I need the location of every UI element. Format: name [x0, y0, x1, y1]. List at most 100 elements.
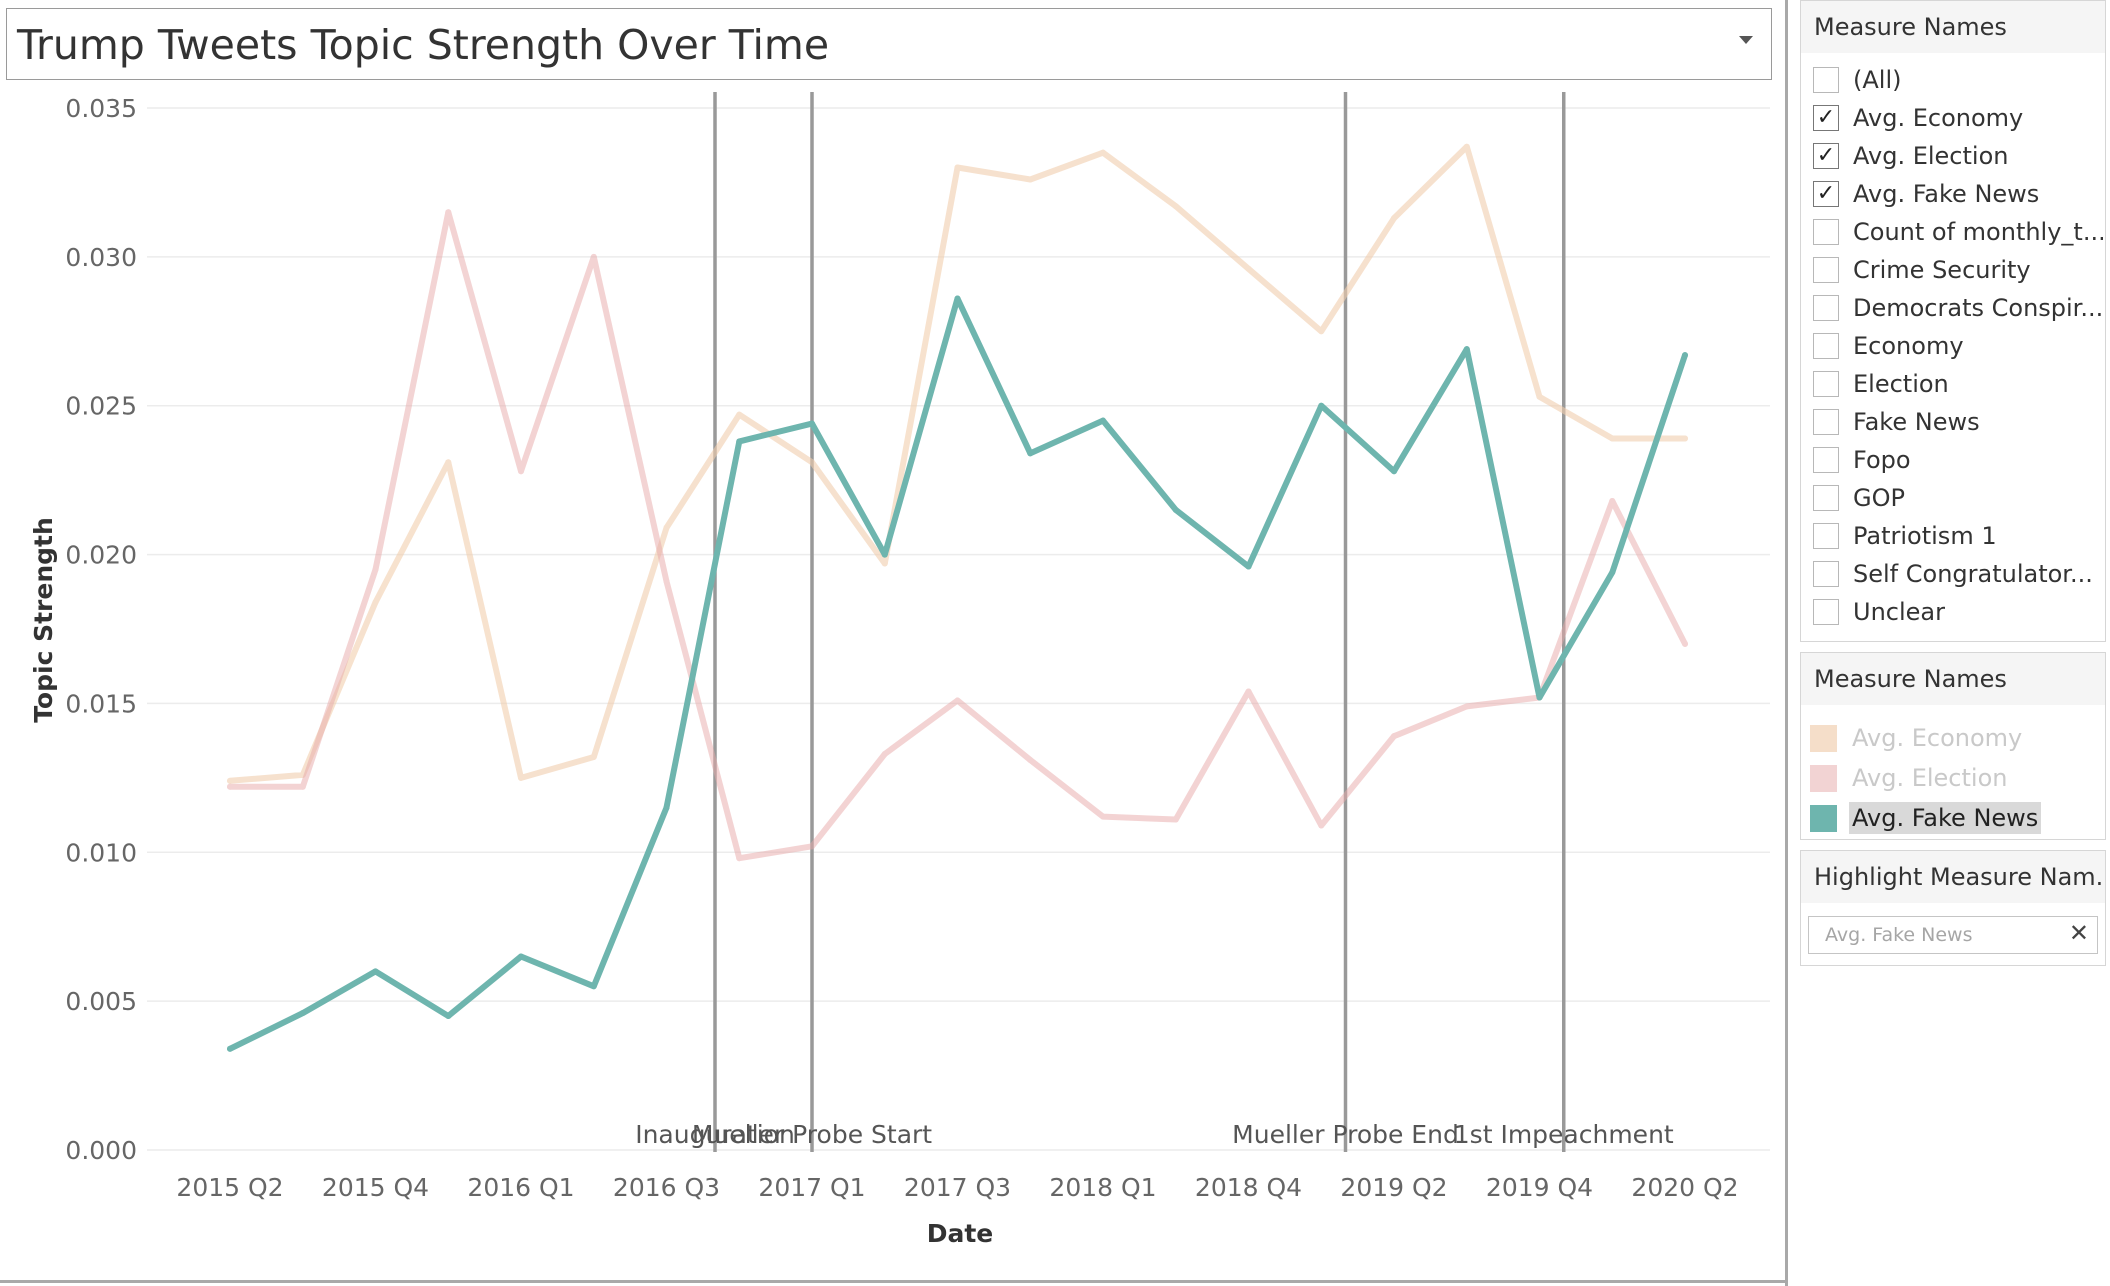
data-point — [1463, 346, 1470, 353]
filter-item[interactable]: GOP — [1813, 479, 2103, 517]
data-point — [227, 1045, 233, 1052]
data-point — [1245, 265, 1252, 272]
data-point — [1318, 328, 1325, 335]
checkbox-unchecked[interactable] — [1813, 219, 1839, 245]
data-point — [736, 855, 743, 862]
filter-list: (All) ✓ Avg. Economy ✓ Avg. Election ✓ Avg. Fa… — [1813, 61, 2103, 631]
checkbox-unchecked[interactable] — [1813, 67, 1839, 93]
series-avg-election — [227, 209, 1688, 862]
panel-divider — [1785, 0, 1788, 1286]
data-point — [881, 560, 888, 567]
filter-item[interactable]: Fake News — [1813, 403, 2103, 441]
measure-names-legend: Measure Names Avg. Economy Avg. Election A… — [1800, 652, 2106, 840]
worksheet-title-bar: Trump Tweets Topic Strength Over Time — [6, 8, 1772, 80]
checkbox-unchecked[interactable] — [1813, 257, 1839, 283]
filter-item[interactable]: (All) — [1813, 61, 2103, 99]
event-label: 1st Impeachment — [1454, 1120, 1674, 1149]
checkbox-unchecked[interactable] — [1813, 295, 1839, 321]
filter-item-label: Election — [1853, 370, 1949, 398]
y-tick-label: 0.030 — [65, 243, 137, 272]
checkbox-unchecked[interactable] — [1813, 523, 1839, 549]
y-tick-label: 0.005 — [65, 987, 137, 1016]
filter-item[interactable]: Self Congratulator... — [1813, 555, 2103, 593]
checkbox-unchecked[interactable] — [1813, 485, 1839, 511]
filter-item-label: Economy — [1853, 332, 1964, 360]
x-tick-label: 2016 Q1 — [467, 1173, 574, 1202]
data-point — [518, 774, 524, 781]
data-point — [299, 783, 306, 790]
filter-item-label: Self Congratulator... — [1853, 560, 2093, 588]
highlight-input[interactable]: Avg. Fake News ✕ — [1808, 916, 2098, 954]
filter-item-label: Avg. Fake News — [1853, 180, 2040, 208]
filter-item[interactable]: ✓ Avg. Economy — [1813, 99, 2103, 137]
data-point — [590, 253, 597, 260]
checkbox-unchecked[interactable] — [1813, 447, 1839, 473]
bottom-border — [0, 1280, 1788, 1283]
data-point — [1172, 203, 1179, 210]
series-avg-economy — [227, 143, 1688, 784]
data-point — [1027, 756, 1034, 763]
checkbox-unchecked[interactable] — [1813, 561, 1839, 587]
data-point — [1318, 402, 1325, 409]
checkbox-unchecked[interactable] — [1813, 371, 1839, 397]
legend-item[interactable]: Avg. Election — [1810, 758, 2100, 798]
data-point — [809, 843, 815, 850]
data-point — [1609, 435, 1616, 442]
filter-item-label: Fopo — [1853, 446, 1911, 474]
chart-title: Trump Tweets Topic Strength Over Time — [17, 21, 830, 69]
legend-swatch — [1810, 804, 1837, 832]
data-point — [1100, 149, 1106, 156]
filter-item[interactable]: Election — [1813, 365, 2103, 403]
data-point — [1609, 497, 1616, 504]
data-point — [1245, 688, 1252, 695]
event-label: Mueller Probe Start — [692, 1120, 932, 1149]
checkbox-unchecked[interactable] — [1813, 333, 1839, 359]
checkbox-unchecked[interactable] — [1813, 599, 1839, 625]
highlight-panel: Highlight Measure Nam... Avg. Fake News … — [1800, 850, 2106, 966]
close-icon[interactable]: ✕ — [2068, 919, 2089, 947]
legend-label: Avg. Election — [1852, 764, 2008, 792]
filter-item[interactable]: ✓ Avg. Election — [1813, 137, 2103, 175]
data-point — [881, 751, 888, 758]
data-point — [590, 983, 597, 990]
y-tick-label: 0.025 — [65, 392, 137, 421]
data-point — [1391, 215, 1397, 222]
data-point — [1391, 468, 1397, 475]
data-point — [1682, 435, 1688, 442]
filter-item[interactable]: Crime Security — [1813, 251, 2103, 289]
checkbox-checked[interactable]: ✓ — [1813, 105, 1839, 131]
filter-item-label: Count of monthly_t... — [1853, 218, 2103, 246]
event-label: Mueller Probe End — [1232, 1120, 1459, 1149]
data-point — [518, 468, 524, 475]
data-point — [227, 777, 233, 784]
data-point — [1463, 703, 1470, 710]
legend-item[interactable]: Avg. Economy — [1810, 718, 2100, 758]
legend-swatch — [1810, 724, 1837, 752]
x-tick-label: 2016 Q3 — [613, 1173, 720, 1202]
filter-item[interactable]: Fopo — [1813, 441, 2103, 479]
checkbox-checked[interactable]: ✓ — [1813, 181, 1839, 207]
filter-item-label: Fake News — [1853, 408, 1980, 436]
filter-item[interactable]: Economy — [1813, 327, 2103, 365]
filter-item-label: Unclear — [1853, 598, 1945, 626]
x-tick-label: 2019 Q4 — [1486, 1173, 1593, 1202]
filter-item[interactable]: Democrats Conspir... — [1813, 289, 2103, 327]
chevron-down-icon[interactable] — [1739, 36, 1753, 44]
data-point — [954, 697, 961, 704]
filter-item[interactable]: ✓ Avg. Fake News — [1813, 175, 2103, 213]
legend-list: Avg. Economy Avg. Election Avg. Fake News — [1810, 718, 2100, 838]
y-tick-label: 0.020 — [65, 541, 137, 570]
data-point — [954, 295, 961, 302]
data-point — [1463, 143, 1470, 150]
checkbox-unchecked[interactable] — [1813, 409, 1839, 435]
checkbox-checked[interactable]: ✓ — [1813, 143, 1839, 169]
filter-item-label: Democrats Conspir... — [1853, 294, 2103, 322]
filter-item[interactable]: Count of monthly_t... — [1813, 213, 2103, 251]
event-label: Inauguration — [635, 1120, 795, 1149]
data-point — [1172, 506, 1179, 513]
filter-item[interactable]: Patriotism 1 — [1813, 517, 2103, 555]
y-axis-title: Topic Strength — [29, 517, 58, 723]
legend-item[interactable]: Avg. Fake News — [1810, 798, 2100, 838]
data-point — [663, 804, 670, 811]
filter-item[interactable]: Unclear — [1813, 593, 2103, 631]
